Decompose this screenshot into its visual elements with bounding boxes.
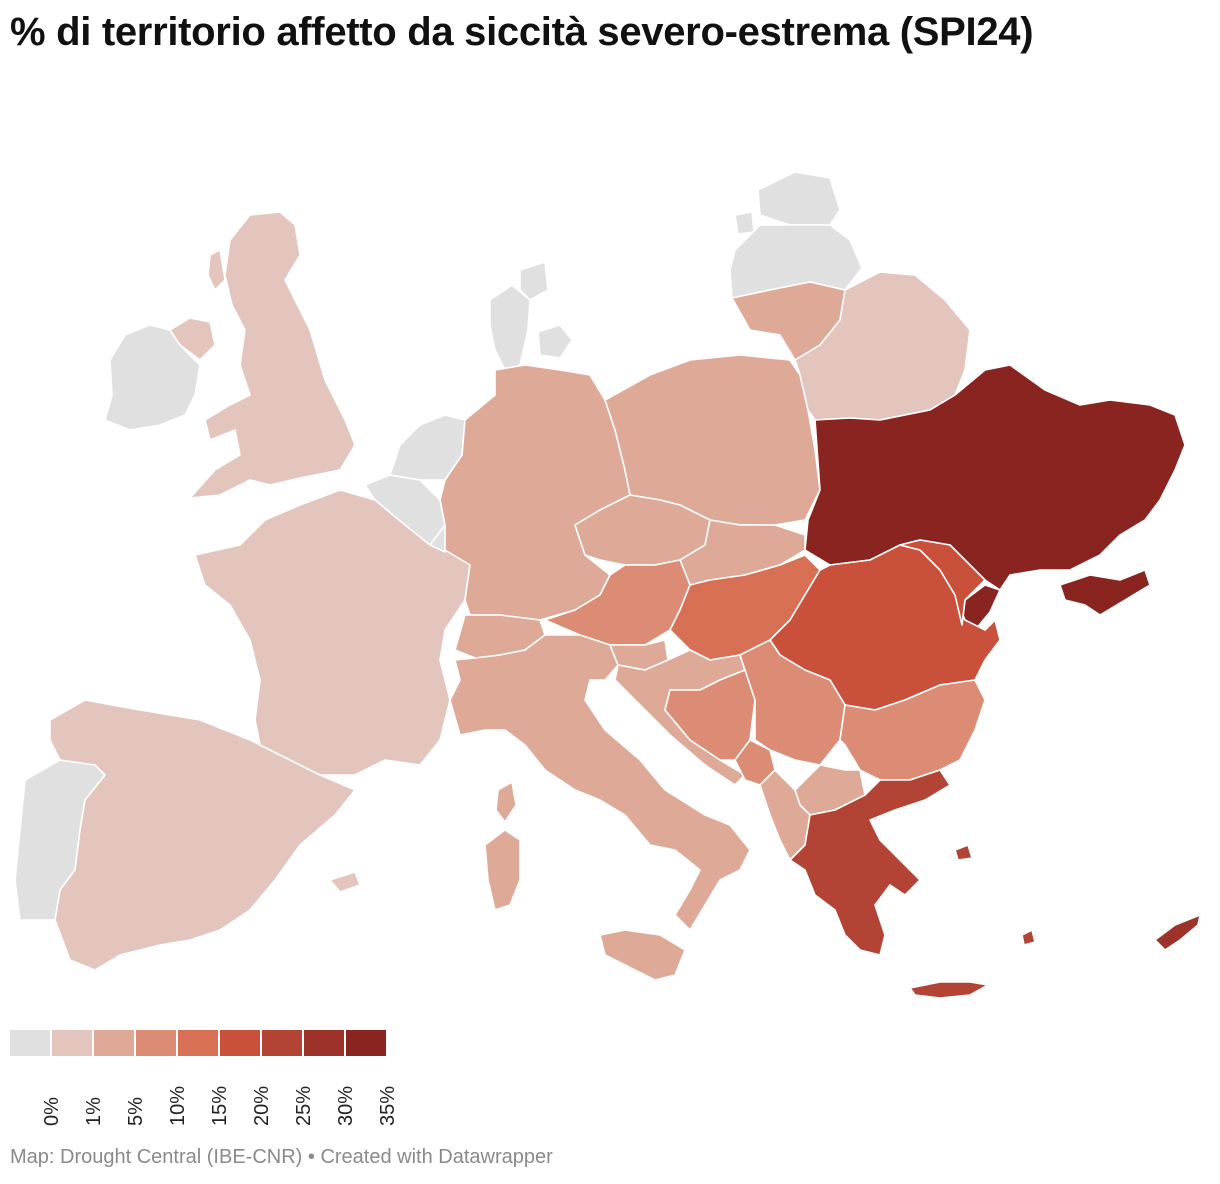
region-sardinia: [484, 829, 521, 911]
choropleth-map: [14, 171, 1201, 999]
legend-label-10: 10%: [167, 1085, 189, 1126]
legend-label-20: 20%: [251, 1085, 273, 1126]
legend-label-1: 1%: [83, 1097, 105, 1126]
region-bulgaria: [839, 679, 986, 781]
legend-label-30: 30%: [335, 1085, 357, 1126]
region-sweden-fragment: [519, 261, 549, 301]
legend-label-5: 5%: [125, 1097, 147, 1126]
legend-swatch: [346, 1030, 386, 1056]
region-serbia: [739, 639, 846, 766]
region-aegean-island-2: [1021, 929, 1036, 946]
region-balearic: [329, 871, 361, 893]
region-estonia-island: [734, 211, 755, 235]
region-germany: [439, 364, 631, 621]
legend-swatch: [136, 1030, 176, 1056]
source-credit: Map: Drought Central (IBE-CNR): [10, 1146, 303, 1168]
region-denmark-islands: [537, 324, 573, 359]
footer-credits: Map: Drought Central (IBE-CNR) • Created…: [10, 1146, 553, 1169]
region-estonia: [757, 171, 841, 226]
region-cyprus: [1154, 914, 1201, 951]
region-greece: [789, 769, 951, 956]
region-aegean-island-1: [954, 844, 973, 861]
region-corsica: [495, 781, 517, 823]
region-hebrides: [207, 249, 226, 291]
region-sicily: [599, 929, 686, 981]
region-great-britain: [189, 211, 356, 499]
map-title: % di territorio affetto da siccità sever…: [10, 10, 1034, 54]
legend-label-25: 25%: [293, 1085, 315, 1126]
region-crete: [909, 981, 989, 999]
legend-label-15: 15%: [209, 1085, 231, 1126]
legend-swatch: [10, 1030, 50, 1056]
legend-swatch: [220, 1030, 260, 1056]
region-latvia: [729, 224, 863, 299]
legend-swatch: [304, 1030, 344, 1056]
credit-separator: •: [307, 1146, 315, 1168]
legend-swatch: [94, 1030, 134, 1056]
region-crimea: [1059, 569, 1151, 616]
region-france: [194, 489, 471, 776]
color-legend: 0% 1% 5% 10% 15% 20% 25% 30% 35%: [10, 1030, 430, 1126]
legend-label-0: 0%: [41, 1097, 63, 1126]
region-ireland: [104, 324, 201, 431]
datawrapper-credit: Created with Datawrapper: [320, 1146, 553, 1168]
legend-swatch: [52, 1030, 92, 1056]
legend-swatch: [262, 1030, 302, 1056]
region-moldova: [899, 539, 986, 626]
region-denmark: [489, 284, 531, 371]
legend-swatch: [178, 1030, 218, 1056]
region-northern-ireland: [169, 317, 216, 361]
legend-label-35: 35%: [377, 1085, 399, 1126]
